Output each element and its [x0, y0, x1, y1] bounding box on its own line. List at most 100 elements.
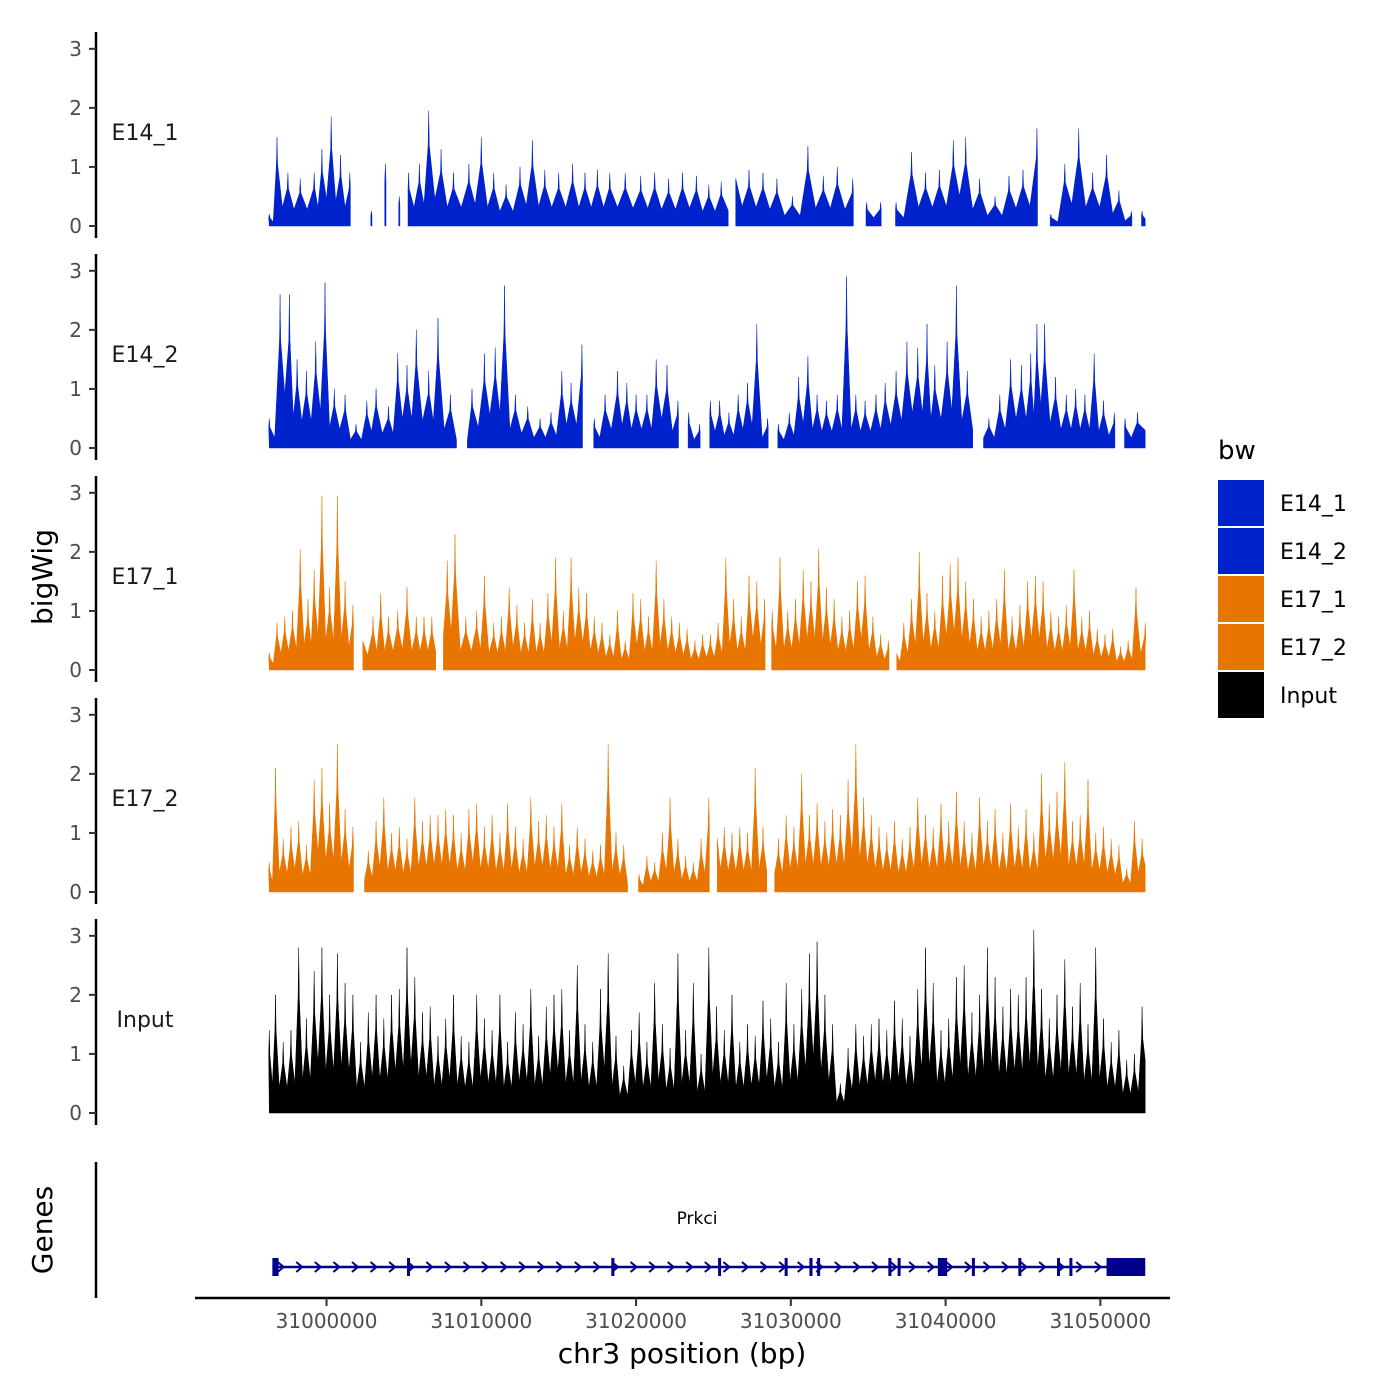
strand-arrow	[592, 1261, 601, 1273]
y-tick-label: 1	[69, 1042, 82, 1066]
strand-arrow	[314, 1261, 323, 1273]
strand-arrow	[722, 1261, 731, 1273]
coverage-area	[735, 146, 854, 227]
y-tick-label: 0	[69, 880, 82, 904]
track-e17-2: 0 1 2 3 E17_2	[69, 698, 1146, 904]
strand-arrow	[927, 1261, 936, 1273]
strand-arrow	[537, 1261, 546, 1273]
coverage-area	[362, 587, 436, 671]
gene-exon	[611, 1258, 615, 1276]
y-tick-label: 1	[69, 155, 82, 179]
legend-swatch	[1218, 528, 1264, 574]
strand-arrow	[462, 1261, 471, 1273]
strand-arrow	[1019, 1261, 1029, 1273]
strand-arrow	[369, 1261, 379, 1273]
y-tick-label: 2	[69, 762, 82, 786]
coverage-area	[268, 929, 1146, 1114]
legend-title: bw	[1218, 436, 1256, 466]
track-e17-1: 0 1 2 3 E17_1	[69, 476, 1147, 682]
y-tick-label: 2	[69, 318, 82, 342]
strand-arrow	[704, 1261, 713, 1273]
strand-arrow	[425, 1261, 434, 1273]
coverage-area	[895, 128, 1038, 227]
legend-label: E17_2	[1280, 636, 1347, 661]
gene-exon	[718, 1258, 722, 1276]
strand-arrow	[332, 1261, 341, 1273]
gene-exon	[888, 1258, 892, 1276]
strand-arrow	[1094, 1261, 1103, 1273]
gene-track-title: Genes	[26, 1186, 59, 1274]
strand-arrow	[908, 1261, 917, 1273]
x-tick-label: 31010000	[430, 1309, 532, 1333]
bigwig-tracks: 0 1 2 3 E14_1 0 1 2 3 E14_2 0 1 2 3 E17_1 0 1 2 3 E17_2 0 1 2 3…	[69, 32, 1147, 1125]
coverage-area	[467, 285, 583, 449]
coverage-area	[896, 551, 1147, 671]
x-tick-label: 31040000	[895, 1309, 997, 1333]
track-label: E14_1	[112, 121, 179, 146]
strand-arrow	[295, 1261, 304, 1273]
legend-swatch	[1218, 576, 1264, 622]
y-tick-label: 3	[69, 924, 82, 948]
x-axis-title: chr3 position (bp)	[558, 1337, 807, 1370]
x-axis: chr3 position (bp) 31000000 31010000 31020…	[195, 1296, 1170, 1370]
track-input: 0 1 2 3 Input	[69, 919, 1146, 1125]
y-tick-label: 3	[69, 481, 82, 505]
y-tick-label: 3	[69, 259, 82, 283]
coverage-area	[384, 163, 387, 227]
strand-arrow	[351, 1261, 360, 1273]
strand-arrow	[685, 1261, 694, 1273]
gene-track: Genes Prkci	[26, 1162, 1146, 1298]
strand-arrow	[797, 1261, 806, 1273]
y-tick-label: 2	[69, 540, 82, 564]
strand-arrow	[759, 1261, 769, 1273]
y-tick-label: 0	[69, 436, 82, 460]
x-tick-label: 31050000	[1049, 1309, 1151, 1333]
strand-arrow	[277, 1261, 286, 1273]
track-e14-2: 0 1 2 3 E14_2	[69, 254, 1146, 460]
strand-arrow	[1001, 1261, 1010, 1273]
track-label: E17_2	[112, 787, 179, 812]
coverage-area	[370, 211, 373, 227]
coverage-area	[687, 412, 701, 449]
coverage-area	[774, 744, 1146, 893]
coverage-area	[398, 196, 401, 227]
gene-exon	[1057, 1258, 1061, 1276]
gene-name-label: Prkci	[677, 1209, 718, 1229]
gene-exon	[1018, 1258, 1022, 1276]
coverage-area	[1124, 412, 1146, 449]
y-tick-label: 0	[69, 1101, 82, 1125]
coverage-area	[638, 797, 710, 893]
legend-swatch	[1218, 480, 1264, 526]
gene-exon	[971, 1258, 975, 1276]
strand-arrow	[964, 1261, 973, 1273]
coverage-area	[364, 744, 628, 893]
y-axis-title: bigWig	[26, 529, 59, 625]
coverage-area	[865, 202, 882, 227]
gene-exon	[1106, 1258, 1146, 1276]
y-tick-label: 1	[69, 599, 82, 623]
strand-arrow	[667, 1261, 676, 1273]
strand-arrow	[648, 1261, 657, 1273]
strand-arrow	[388, 1261, 397, 1273]
strand-arrow	[982, 1261, 991, 1273]
strand-arrow	[629, 1261, 639, 1273]
coverage-area	[268, 495, 354, 671]
y-tick-label: 0	[69, 214, 82, 238]
x-tick-label: 31000000	[276, 1309, 378, 1333]
x-tick-label: 31030000	[740, 1309, 842, 1333]
strand-arrow	[741, 1261, 750, 1273]
legend: bw E14_1 E14_2 E17_1 E17_2 Input	[1218, 436, 1347, 718]
strand-arrow	[481, 1261, 490, 1273]
legend-label: Input	[1280, 684, 1337, 709]
strand-arrow	[574, 1261, 583, 1273]
gene-exon	[817, 1258, 821, 1276]
coverage-area	[593, 359, 679, 449]
track-label: E17_1	[112, 565, 179, 590]
y-tick-label: 3	[69, 37, 82, 61]
coverage-area	[777, 276, 973, 449]
legend-label: E14_2	[1280, 540, 1347, 565]
y-tick-label: 3	[69, 703, 82, 727]
coverage-area	[407, 110, 729, 227]
gene-exon	[272, 1258, 279, 1276]
